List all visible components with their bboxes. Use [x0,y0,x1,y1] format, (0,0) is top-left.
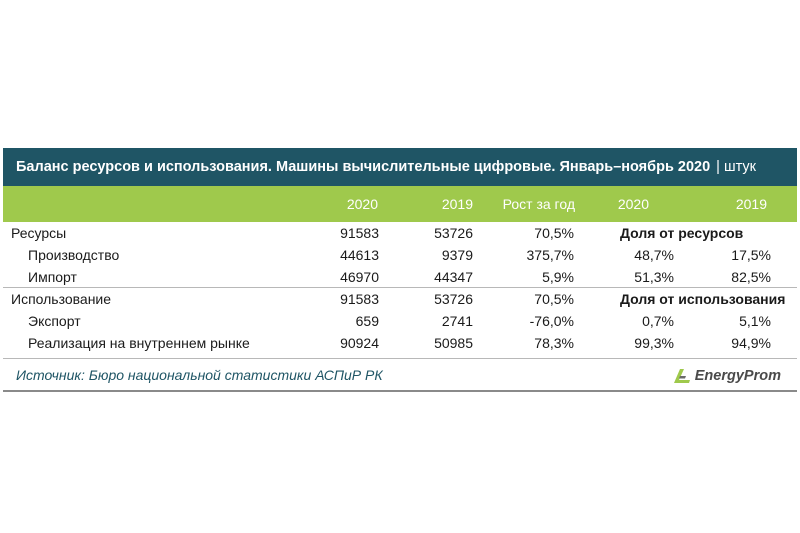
header-2020: 2020 [346,196,378,212]
value-growth: 70,5% [534,291,574,307]
table-row-domestic-sales: Реализация на внутреннем рынке 90924 509… [3,332,797,354]
table-title: Баланс ресурсов и использования. Машины … [16,159,711,175]
value-2020: 90924 [340,335,379,351]
header-growth: Рост за год [502,196,575,212]
share-section-label: Доля от использования [620,291,786,307]
value-2019: 53726 [434,291,473,307]
header-share-2019: 2019 [735,196,767,212]
value-growth: -76,0% [529,313,574,329]
source-note: Источник: Бюро национальной статистики А… [16,367,383,383]
header-2019: 2019 [441,196,473,212]
row-label: Использование [11,291,112,307]
energyprom-logo: EnergyProm [671,365,781,387]
row-label: Импорт [28,269,77,285]
table-row-resources: Ресурсы 91583 53726 70,5% Доля от ресурс… [3,222,797,244]
value-2019: 44347 [434,269,473,285]
table-footer: Источник: Бюро национальной статистики А… [3,358,797,392]
value-growth: 70,5% [534,225,574,241]
table-unit: | штук [716,159,756,175]
value-growth: 78,3% [534,335,574,351]
energyprom-logo-icon [673,369,690,383]
share-2020: 0,7% [642,313,674,329]
table-row-usage: Использование 91583 53726 70,5% Доля от … [3,288,797,310]
share-2020: 51,3% [634,269,674,285]
share-2020: 99,3% [634,335,674,351]
value-2020: 44613 [340,247,379,263]
row-label: Экспорт [28,313,81,329]
logo-text: EnergyProm [694,368,781,384]
share-2019: 94,9% [731,335,771,351]
table-title-bar: Баланс ресурсов и использования. Машины … [3,148,797,186]
value-2020: 91583 [340,225,379,241]
share-2019: 82,5% [731,269,771,285]
value-2019: 53726 [434,225,473,241]
value-2019: 50985 [434,335,473,351]
row-label: Ресурсы [11,225,67,241]
value-2020: 659 [355,313,379,329]
value-2019: 9379 [441,247,473,263]
share-2019: 17,5% [731,247,771,263]
share-2020: 48,7% [634,247,674,263]
balance-table-card: Баланс ресурсов и использования. Машины … [3,148,797,392]
table-header-row: 2020 2019 Рост за год 2020 2019 [3,186,797,222]
value-2019: 2741 [441,313,473,329]
row-label: Реализация на внутреннем рынке [28,335,250,351]
value-growth: 5,9% [542,269,574,285]
value-growth: 375,7% [526,247,574,263]
table-row-import: Импорт 46970 44347 5,9% 51,3% 82,5% [3,266,797,288]
table-row-export: Экспорт 659 2741 -76,0% 0,7% 5,1% [3,310,797,332]
share-2019: 5,1% [739,313,771,329]
header-share-2020: 2020 [617,196,649,212]
table-row-production: Производство 44613 9379 375,7% 48,7% 17,… [3,244,797,266]
row-label: Производство [28,247,120,263]
share-section-label: Доля от ресурсов [620,225,744,241]
value-2020: 91583 [340,291,379,307]
value-2020: 46970 [340,269,379,285]
